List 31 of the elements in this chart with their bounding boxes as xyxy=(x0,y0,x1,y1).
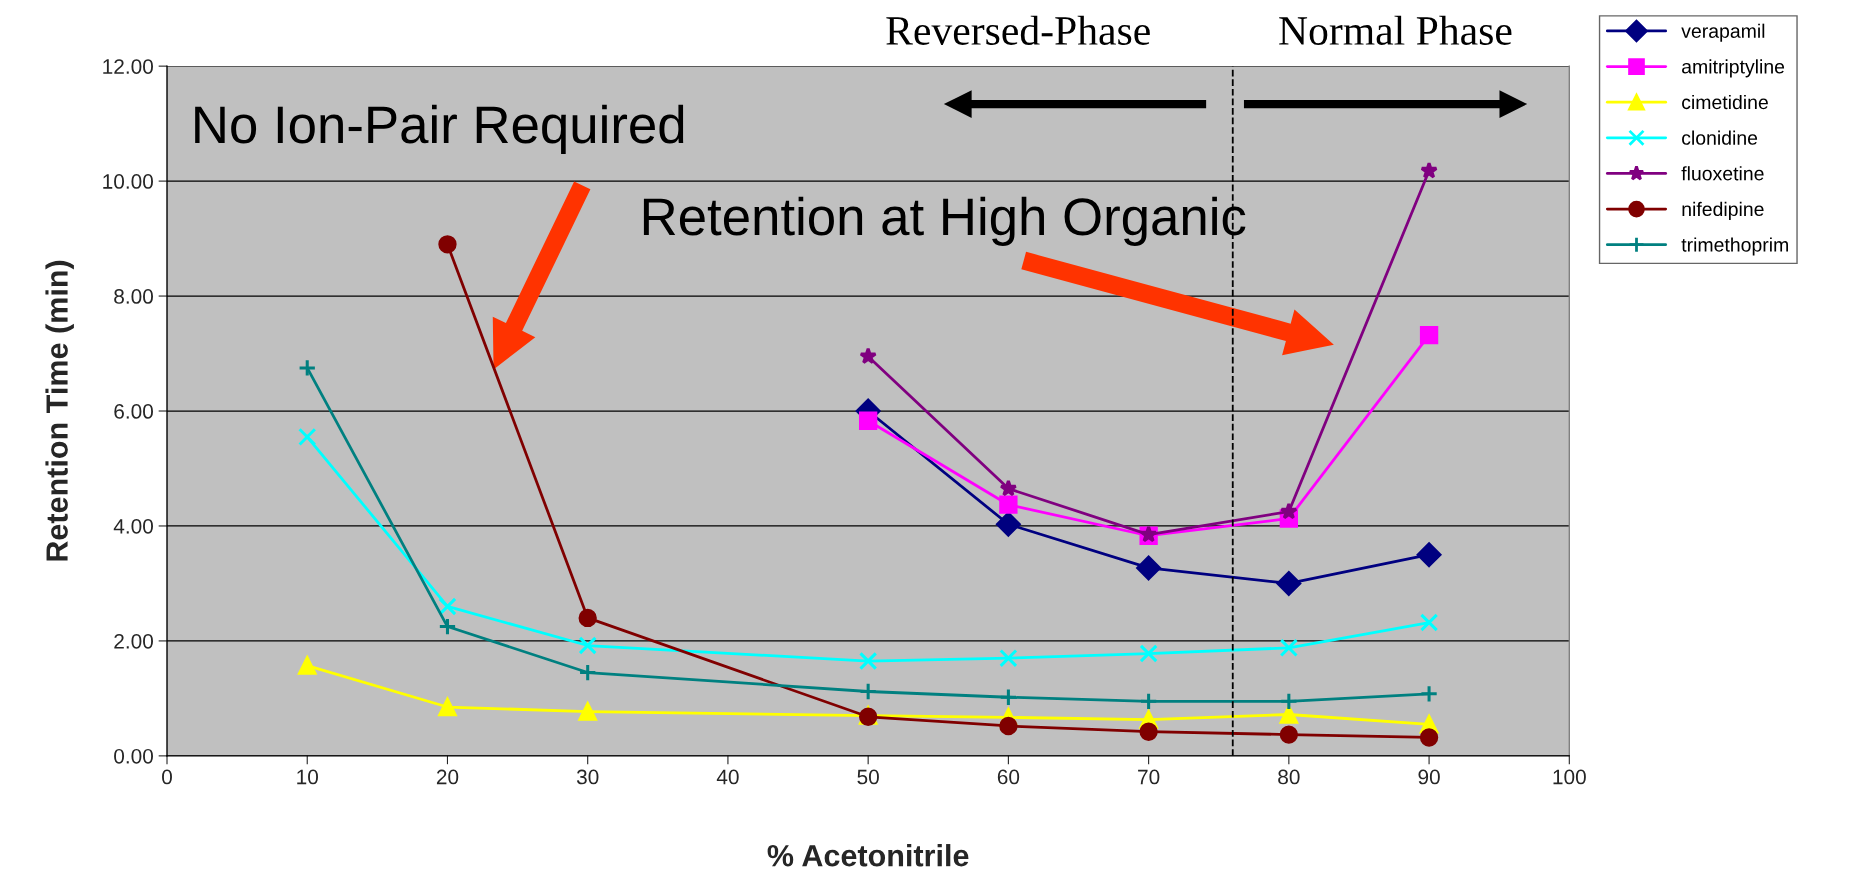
y-tick-label: 4.00 xyxy=(113,518,153,534)
y-axis-title: Retention Time (min) xyxy=(45,260,74,561)
legend-label: amitriptyline xyxy=(1682,59,1785,78)
x-tick-label: 80 xyxy=(1278,769,1300,785)
x-tick-label: 60 xyxy=(997,769,1020,785)
legend-label: cimetidine xyxy=(1682,94,1768,110)
annotation: Retention at High Organic xyxy=(643,196,1246,246)
y-tick-label: 8.00 xyxy=(114,289,153,304)
x-tick-label: 10 xyxy=(297,769,319,785)
x-tick-label: 50 xyxy=(857,769,879,785)
x-tick-label: 70 xyxy=(1138,769,1160,785)
x-axis-title: % Acetonitrile xyxy=(767,844,969,867)
y-tick-label: 6.00 xyxy=(114,404,153,419)
y-tick-label: 10.00 xyxy=(103,174,153,189)
x-tick-label: 30 xyxy=(576,769,599,785)
legend-label: fluoxetine xyxy=(1681,166,1764,181)
y-tick-label: 2.00 xyxy=(114,633,153,649)
x-tick-label: 40 xyxy=(716,769,739,785)
annotation: No Ion-Pair Required xyxy=(195,104,684,154)
text: Reversed-Phase xyxy=(886,15,1150,45)
y-tick-label: 0.00 xyxy=(114,748,153,764)
legend-label: verapamil xyxy=(1681,23,1765,42)
legend-label: trimethoprim xyxy=(1681,237,1788,256)
x-tick-label: 20 xyxy=(436,769,459,785)
legend-label: clonidine xyxy=(1682,130,1758,145)
x-tick-label: 90 xyxy=(1418,769,1440,785)
y-tick-label: 12.00 xyxy=(103,59,153,74)
text: Normal Phase xyxy=(1279,15,1512,45)
x-tick-label: 100 xyxy=(1553,769,1586,785)
x-tick-label: 0 xyxy=(162,769,172,785)
legend-label: nifedipine xyxy=(1682,201,1764,220)
